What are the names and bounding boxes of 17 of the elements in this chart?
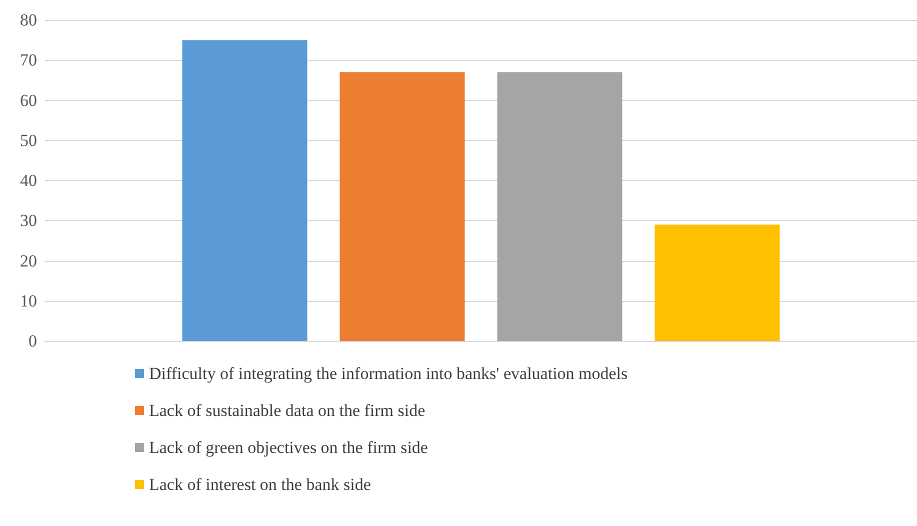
y-tick-label: 80	[20, 10, 37, 30]
y-tick-label: 30	[20, 211, 37, 230]
y-tick-label: 10	[20, 291, 37, 310]
legend-label: Lack of green objectives on the firm side	[149, 438, 428, 457]
y-tick-label: 60	[20, 90, 37, 110]
y-tick-label: 50	[20, 130, 37, 150]
y-tick-label: 20	[20, 251, 37, 270]
y-tick-label: 0	[28, 332, 37, 350]
y-tick-label: 40	[20, 171, 37, 190]
bar	[182, 40, 308, 341]
bar	[497, 72, 622, 341]
legend-label: Difficulty of integrating the information into banks' evaluation models	[149, 364, 628, 383]
legend-label: Lack of interest on the bank side	[149, 475, 371, 494]
legend-label: Lack of sustainable data on the firm side	[149, 401, 426, 420]
bar	[340, 72, 465, 341]
bar	[654, 224, 780, 341]
y-tick-label: 70	[20, 50, 37, 70]
